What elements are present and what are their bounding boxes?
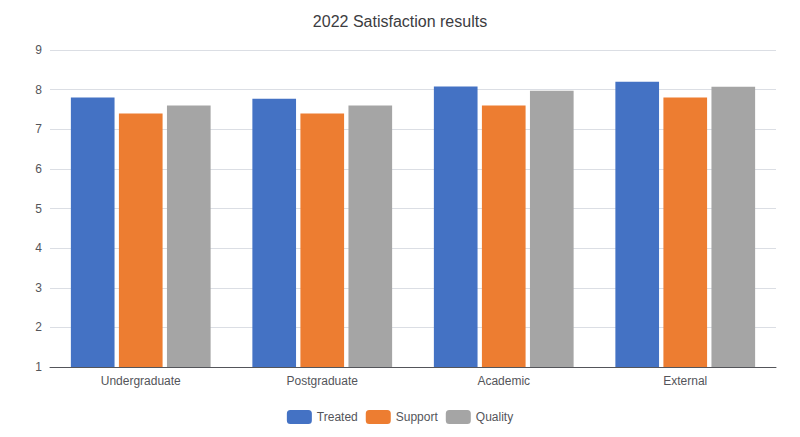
svg-text:Undergraduate: Undergraduate [101, 374, 181, 388]
svg-text:Support: Support [396, 410, 439, 424]
svg-text:2: 2 [35, 320, 42, 334]
svg-text:Treated: Treated [317, 410, 358, 424]
svg-text:9: 9 [35, 43, 42, 57]
svg-text:8: 8 [35, 83, 42, 97]
svg-text:Postgraduate: Postgraduate [287, 374, 359, 388]
svg-text:3: 3 [35, 281, 42, 295]
svg-text:1: 1 [35, 360, 42, 374]
svg-text:6: 6 [35, 162, 42, 176]
svg-text:4: 4 [35, 241, 42, 255]
svg-text:Quality: Quality [476, 410, 513, 424]
svg-text:7: 7 [35, 122, 42, 136]
svg-text:External: External [663, 374, 707, 388]
svg-text:Academic: Academic [477, 374, 530, 388]
svg-text:5: 5 [35, 202, 42, 216]
svg-text:2022 Satisfaction results: 2022 Satisfaction results [313, 13, 487, 30]
